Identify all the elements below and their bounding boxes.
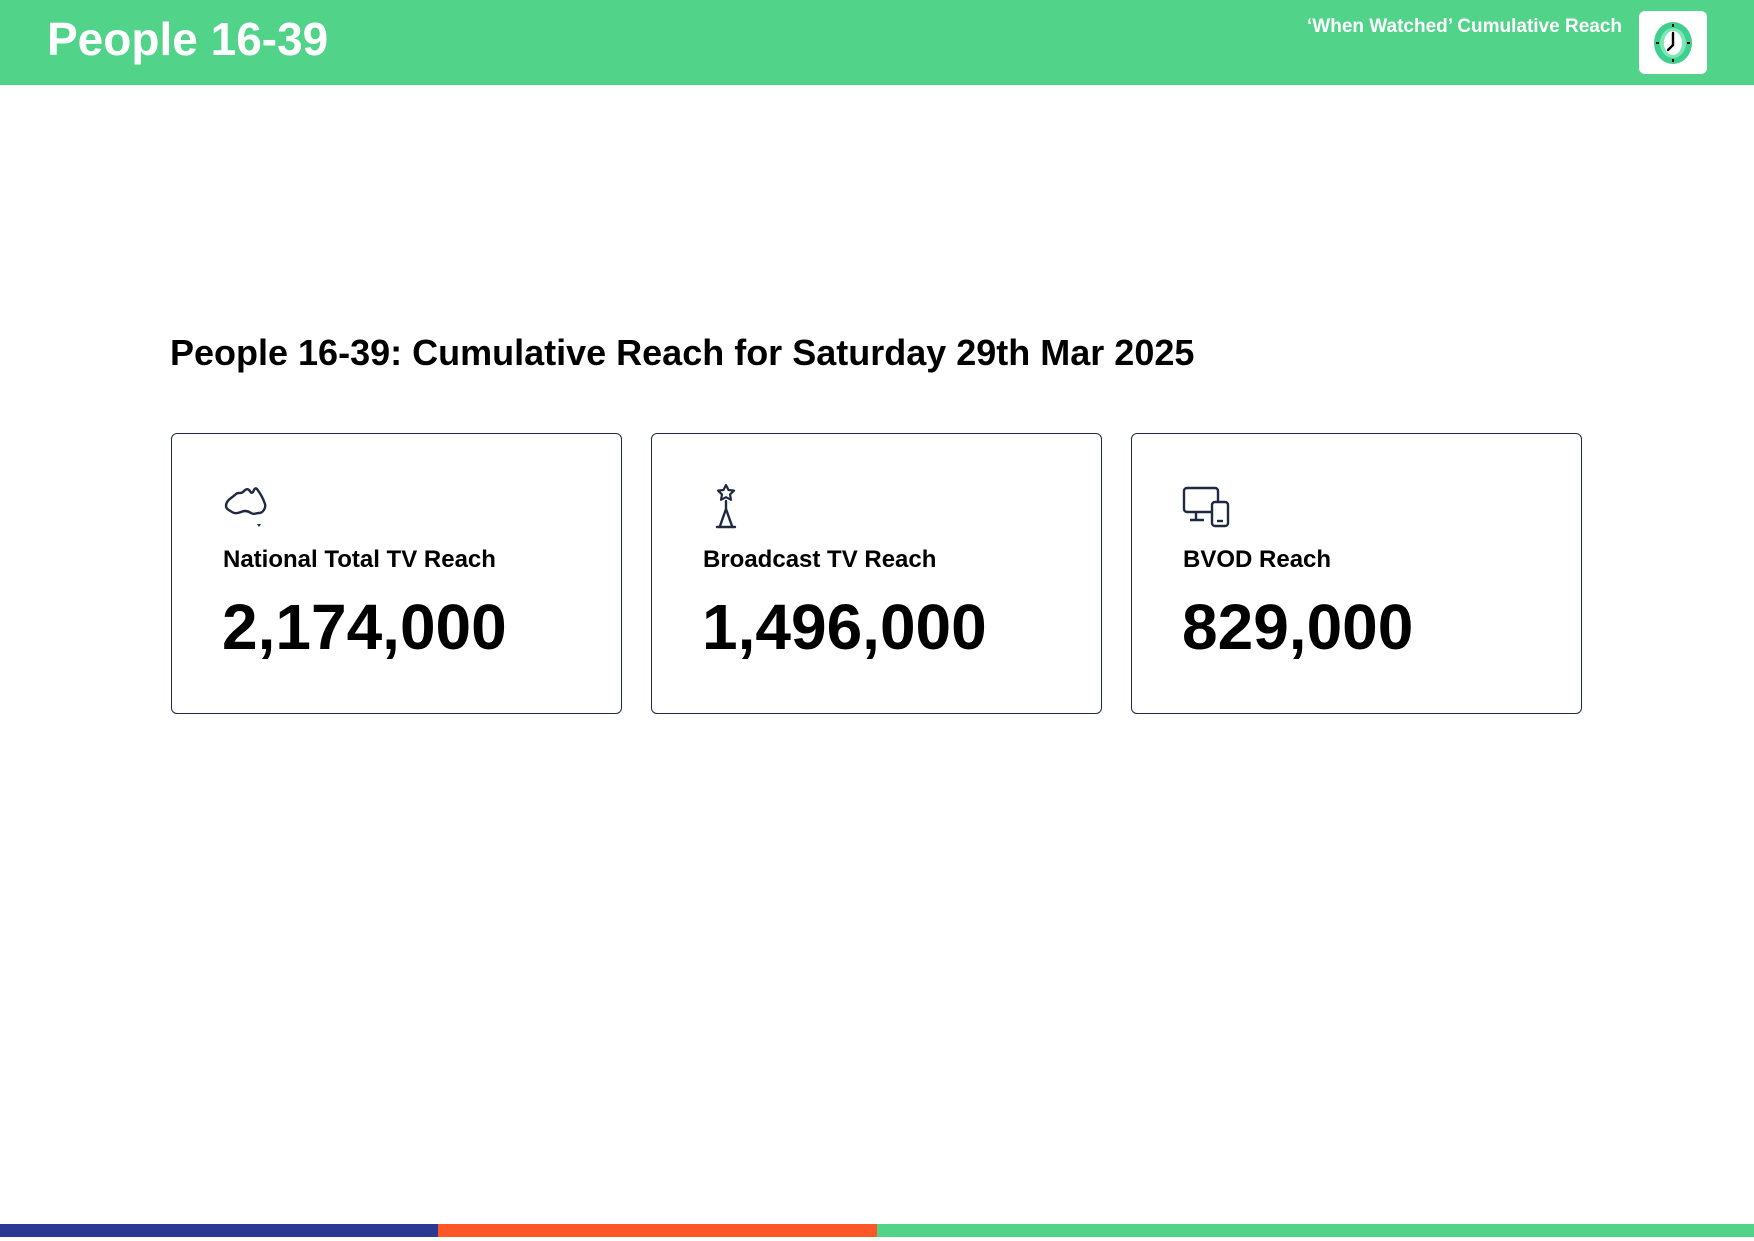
bvod-reach-card: BVOD Reach 829,000 [1131,433,1582,714]
devices-icon [1182,484,1232,530]
header: People 16-39 ‘When Watched’ Cumulative R… [0,0,1754,85]
footer-bar-green [877,1224,1754,1237]
page-title: People 16-39 [47,13,329,65]
australia-map-icon [222,484,272,530]
footer-bar-orange [438,1224,877,1237]
footer-bar-navy [0,1224,438,1237]
section-heading: People 16-39: Cumulative Reach for Satur… [170,332,1195,373]
card-value: 829,000 [1182,591,1414,663]
broadcast-tower-icon [702,483,752,530]
card-label: Broadcast TV Reach [703,546,937,573]
card-value: 1,496,000 [702,591,987,663]
card-label: National Total TV Reach [223,546,496,573]
broadcast-tv-reach-card: Broadcast TV Reach 1,496,000 [651,433,1102,714]
report-subtitle: ‘When Watched’ Cumulative Reach [1307,16,1622,37]
card-label: BVOD Reach [1183,546,1332,573]
clock-icon [1639,11,1707,74]
card-value: 2,174,000 [222,591,507,663]
national-total-tv-reach-card: National Total TV Reach 2,174,000 [171,433,622,714]
